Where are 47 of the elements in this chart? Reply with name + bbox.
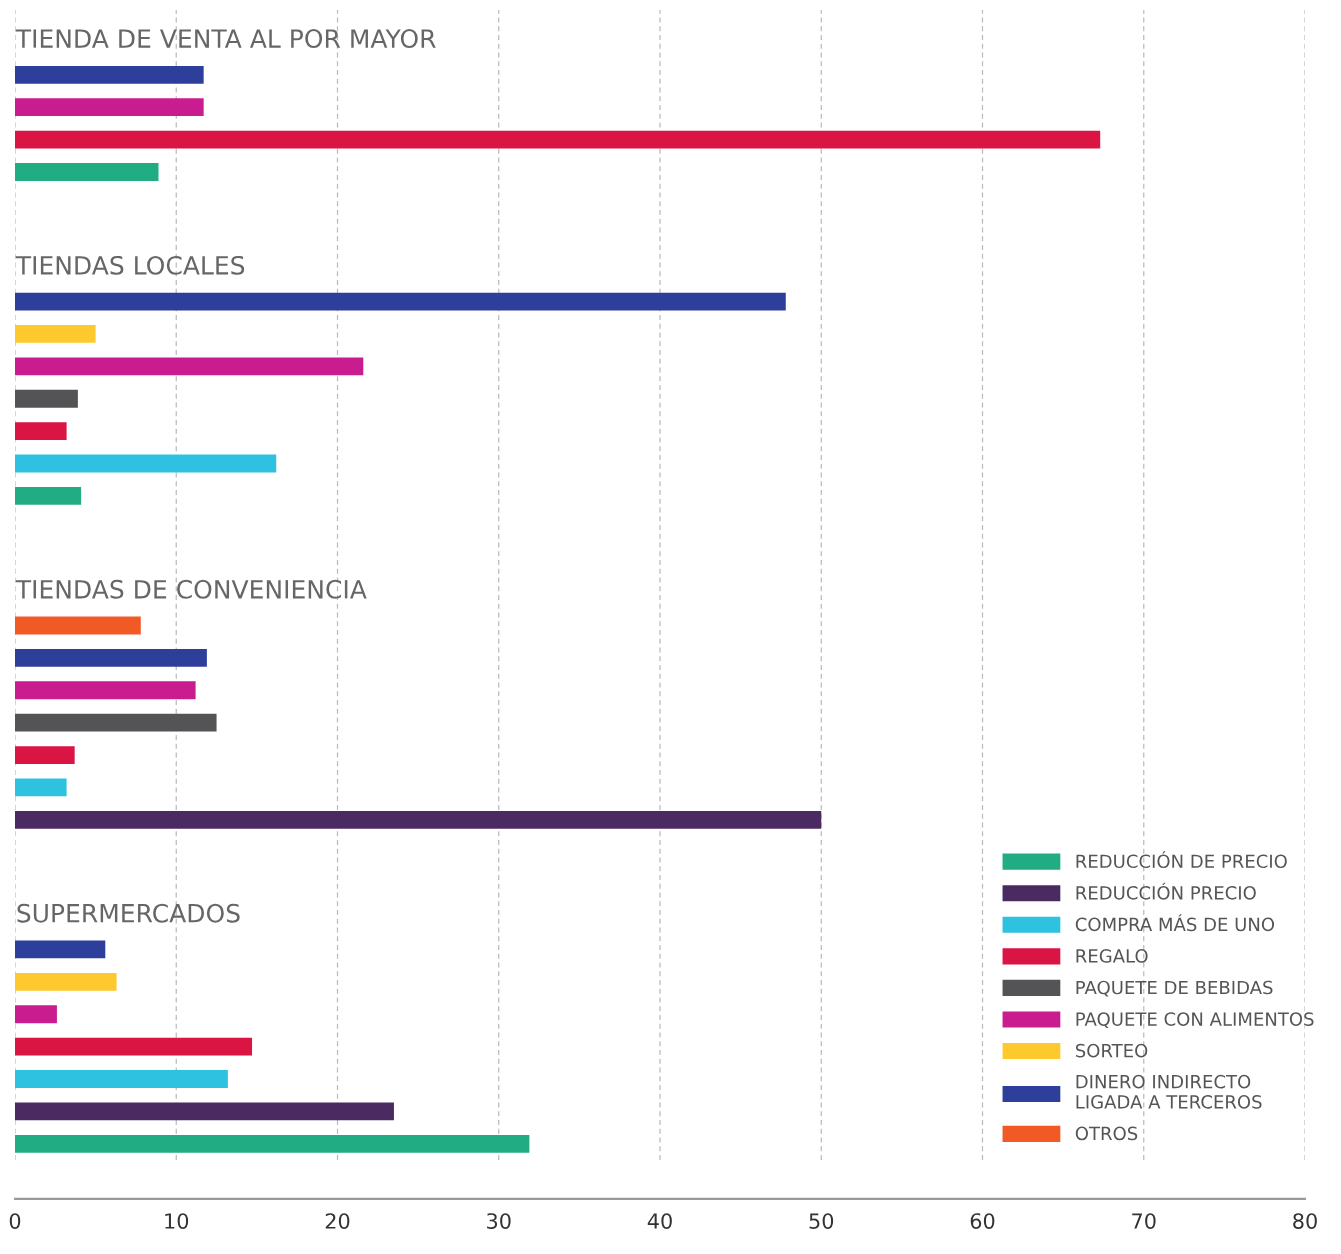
- bar: [15, 65, 204, 84]
- legend-label: COMPRA MÁS DE UNO: [1075, 914, 1275, 932]
- legend-label: REDUCCIÓN DE PRECIO: [1076, 851, 1287, 869]
- bar: [15, 616, 141, 635]
- bar: [15, 325, 96, 343]
- bar: [15, 746, 75, 764]
- bar: [15, 648, 207, 667]
- x-tick-label: 80: [1293, 1213, 1317, 1229]
- legend-label: REGALO: [1076, 949, 1148, 963]
- bar: [15, 1005, 57, 1024]
- bar: [15, 1037, 253, 1056]
- x-tick-label: 0: [9, 1213, 21, 1229]
- bar: [15, 940, 106, 959]
- y-tick-label: TIENDA DE VENTA AL POR MAYOR: [15, 29, 436, 49]
- x-tick-label: 50: [809, 1213, 834, 1229]
- y-tick-label: TIENDAS LOCALES: [15, 255, 245, 275]
- bar: [15, 98, 204, 117]
- bar: [15, 810, 822, 829]
- bar: [15, 487, 82, 505]
- bar: [15, 454, 277, 473]
- x-tick-label: 40: [647, 1213, 672, 1229]
- x-tick-label: 30: [487, 1213, 511, 1229]
- legend-label: DINERO INDIRECTO LIGADA A TERCEROS: [1076, 1074, 1262, 1109]
- legend-label: SORTEO: [1075, 1043, 1148, 1058]
- y-tick-label: TIENDAS DE CONVENIENCIA: [15, 579, 367, 599]
- y-tick-label: SUPERMERCADOS: [17, 903, 240, 923]
- bar: [15, 389, 78, 408]
- bar: [15, 1070, 228, 1088]
- legend-label: OTROS: [1075, 1126, 1138, 1141]
- x-tick-label: 20: [325, 1213, 350, 1229]
- bar: [15, 778, 67, 797]
- bar: [15, 972, 117, 991]
- bar: [15, 1134, 530, 1153]
- bar: [15, 292, 786, 311]
- x-tick-label: 60: [970, 1213, 995, 1229]
- legend-label: PAQUETE DE BEBIDAS: [1076, 980, 1273, 997]
- bar: [15, 422, 67, 441]
- bar: [15, 1102, 394, 1121]
- bar: [15, 130, 1101, 149]
- bar: [15, 163, 159, 181]
- bar: [15, 713, 217, 732]
- x-tick-label: 10: [165, 1213, 189, 1229]
- legend-label: PAQUETE CON ALIMENTOS: [1076, 1012, 1314, 1028]
- legend-label: REDUCCIÓN PRECIO: [1076, 882, 1256, 900]
- x-tick-label: 70: [1132, 1213, 1156, 1229]
- bar: [15, 357, 364, 376]
- bar: [15, 681, 196, 700]
